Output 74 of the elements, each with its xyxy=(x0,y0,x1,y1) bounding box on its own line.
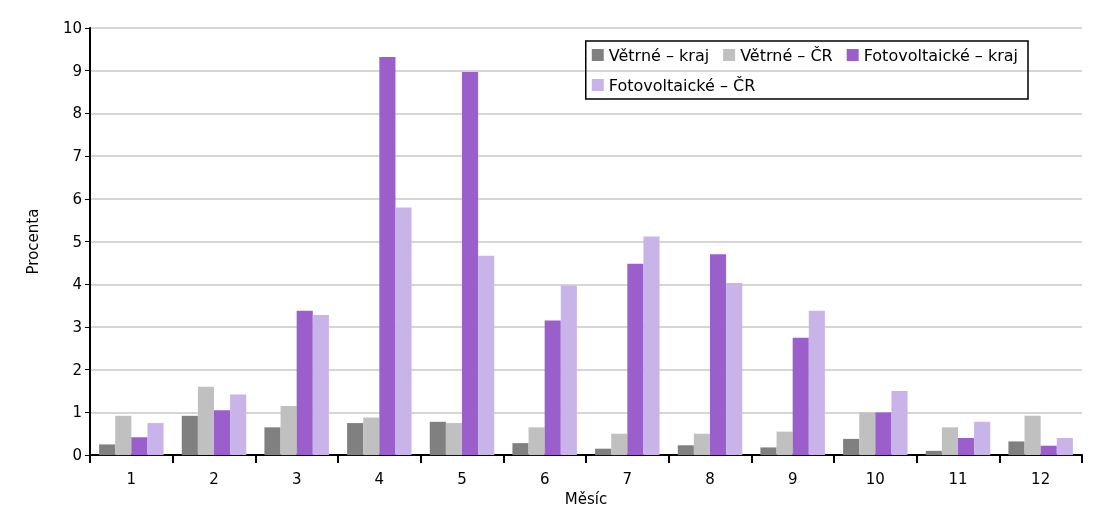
bar xyxy=(1008,441,1025,456)
bar xyxy=(792,337,809,456)
bar xyxy=(776,431,793,456)
bar xyxy=(595,448,612,456)
bar xyxy=(941,427,958,456)
bar xyxy=(843,438,860,456)
y-axis-title: Procenta xyxy=(23,208,42,275)
x-tick-label: 1 xyxy=(126,469,137,488)
bar xyxy=(974,421,991,456)
x-tick-label: 11 xyxy=(948,469,968,488)
x-tick-label: 3 xyxy=(291,469,302,488)
y-tick-label: 5 xyxy=(72,232,82,251)
bar xyxy=(131,437,148,456)
bar xyxy=(958,438,975,456)
bar xyxy=(677,445,694,456)
bar xyxy=(115,415,132,456)
bar xyxy=(875,412,892,456)
bar xyxy=(560,285,577,456)
y-tick-label: 9 xyxy=(72,61,82,80)
x-tick-label: 12 xyxy=(1031,469,1051,488)
x-tick-label: 9 xyxy=(787,469,798,488)
x-tick-label: 8 xyxy=(705,469,715,488)
x-tick-label: 4 xyxy=(374,469,385,488)
x-tick-label: 10 xyxy=(865,469,885,488)
bar xyxy=(181,415,198,456)
bar xyxy=(445,423,462,456)
bar xyxy=(147,423,164,456)
x-tick-label: 7 xyxy=(622,469,633,488)
bar xyxy=(627,263,644,456)
bar xyxy=(528,427,545,456)
y-tick-label: 0 xyxy=(72,446,82,465)
bar xyxy=(99,444,116,456)
bar xyxy=(264,427,281,456)
bar xyxy=(611,433,628,456)
bar xyxy=(544,320,561,456)
bar xyxy=(726,282,743,456)
bar xyxy=(710,254,727,456)
legend-label: Fotovoltaické – kraj xyxy=(863,45,1018,65)
bar xyxy=(462,71,479,456)
bar xyxy=(891,391,908,456)
bar xyxy=(1024,415,1041,456)
bar xyxy=(379,57,396,456)
y-tick-label: 1 xyxy=(72,403,82,422)
x-tick-label: 5 xyxy=(457,469,467,488)
y-tick-label: 2 xyxy=(72,360,82,379)
bar xyxy=(693,433,710,456)
legend-label: Větrné – ČR xyxy=(740,45,833,65)
bar xyxy=(643,236,660,456)
bar xyxy=(429,421,446,456)
y-tick-label: 4 xyxy=(72,275,82,294)
bar xyxy=(1040,445,1057,456)
bar xyxy=(512,443,529,456)
x-tick-label: 6 xyxy=(539,469,550,488)
bar xyxy=(925,450,942,456)
bar xyxy=(808,310,825,456)
y-tick-label: 10 xyxy=(62,19,82,37)
legend-label: Větrné – kraj xyxy=(608,45,710,65)
bar xyxy=(214,410,231,456)
bar xyxy=(230,394,247,456)
bar xyxy=(296,310,313,456)
bar xyxy=(347,423,364,456)
x-axis-title: Měsíc xyxy=(564,489,608,508)
bar xyxy=(363,417,380,456)
y-tick-label: 7 xyxy=(72,147,82,166)
y-tick-label: 3 xyxy=(72,317,82,336)
y-tick-label: 6 xyxy=(72,189,82,208)
y-tick-label: 8 xyxy=(72,104,82,123)
x-tick-label: 2 xyxy=(209,469,219,488)
bar xyxy=(478,255,495,456)
bar xyxy=(312,315,329,456)
bar xyxy=(760,447,777,456)
bar xyxy=(1056,438,1073,456)
legend-label: Fotovoltaické – ČR xyxy=(608,75,756,95)
bar xyxy=(395,207,412,456)
